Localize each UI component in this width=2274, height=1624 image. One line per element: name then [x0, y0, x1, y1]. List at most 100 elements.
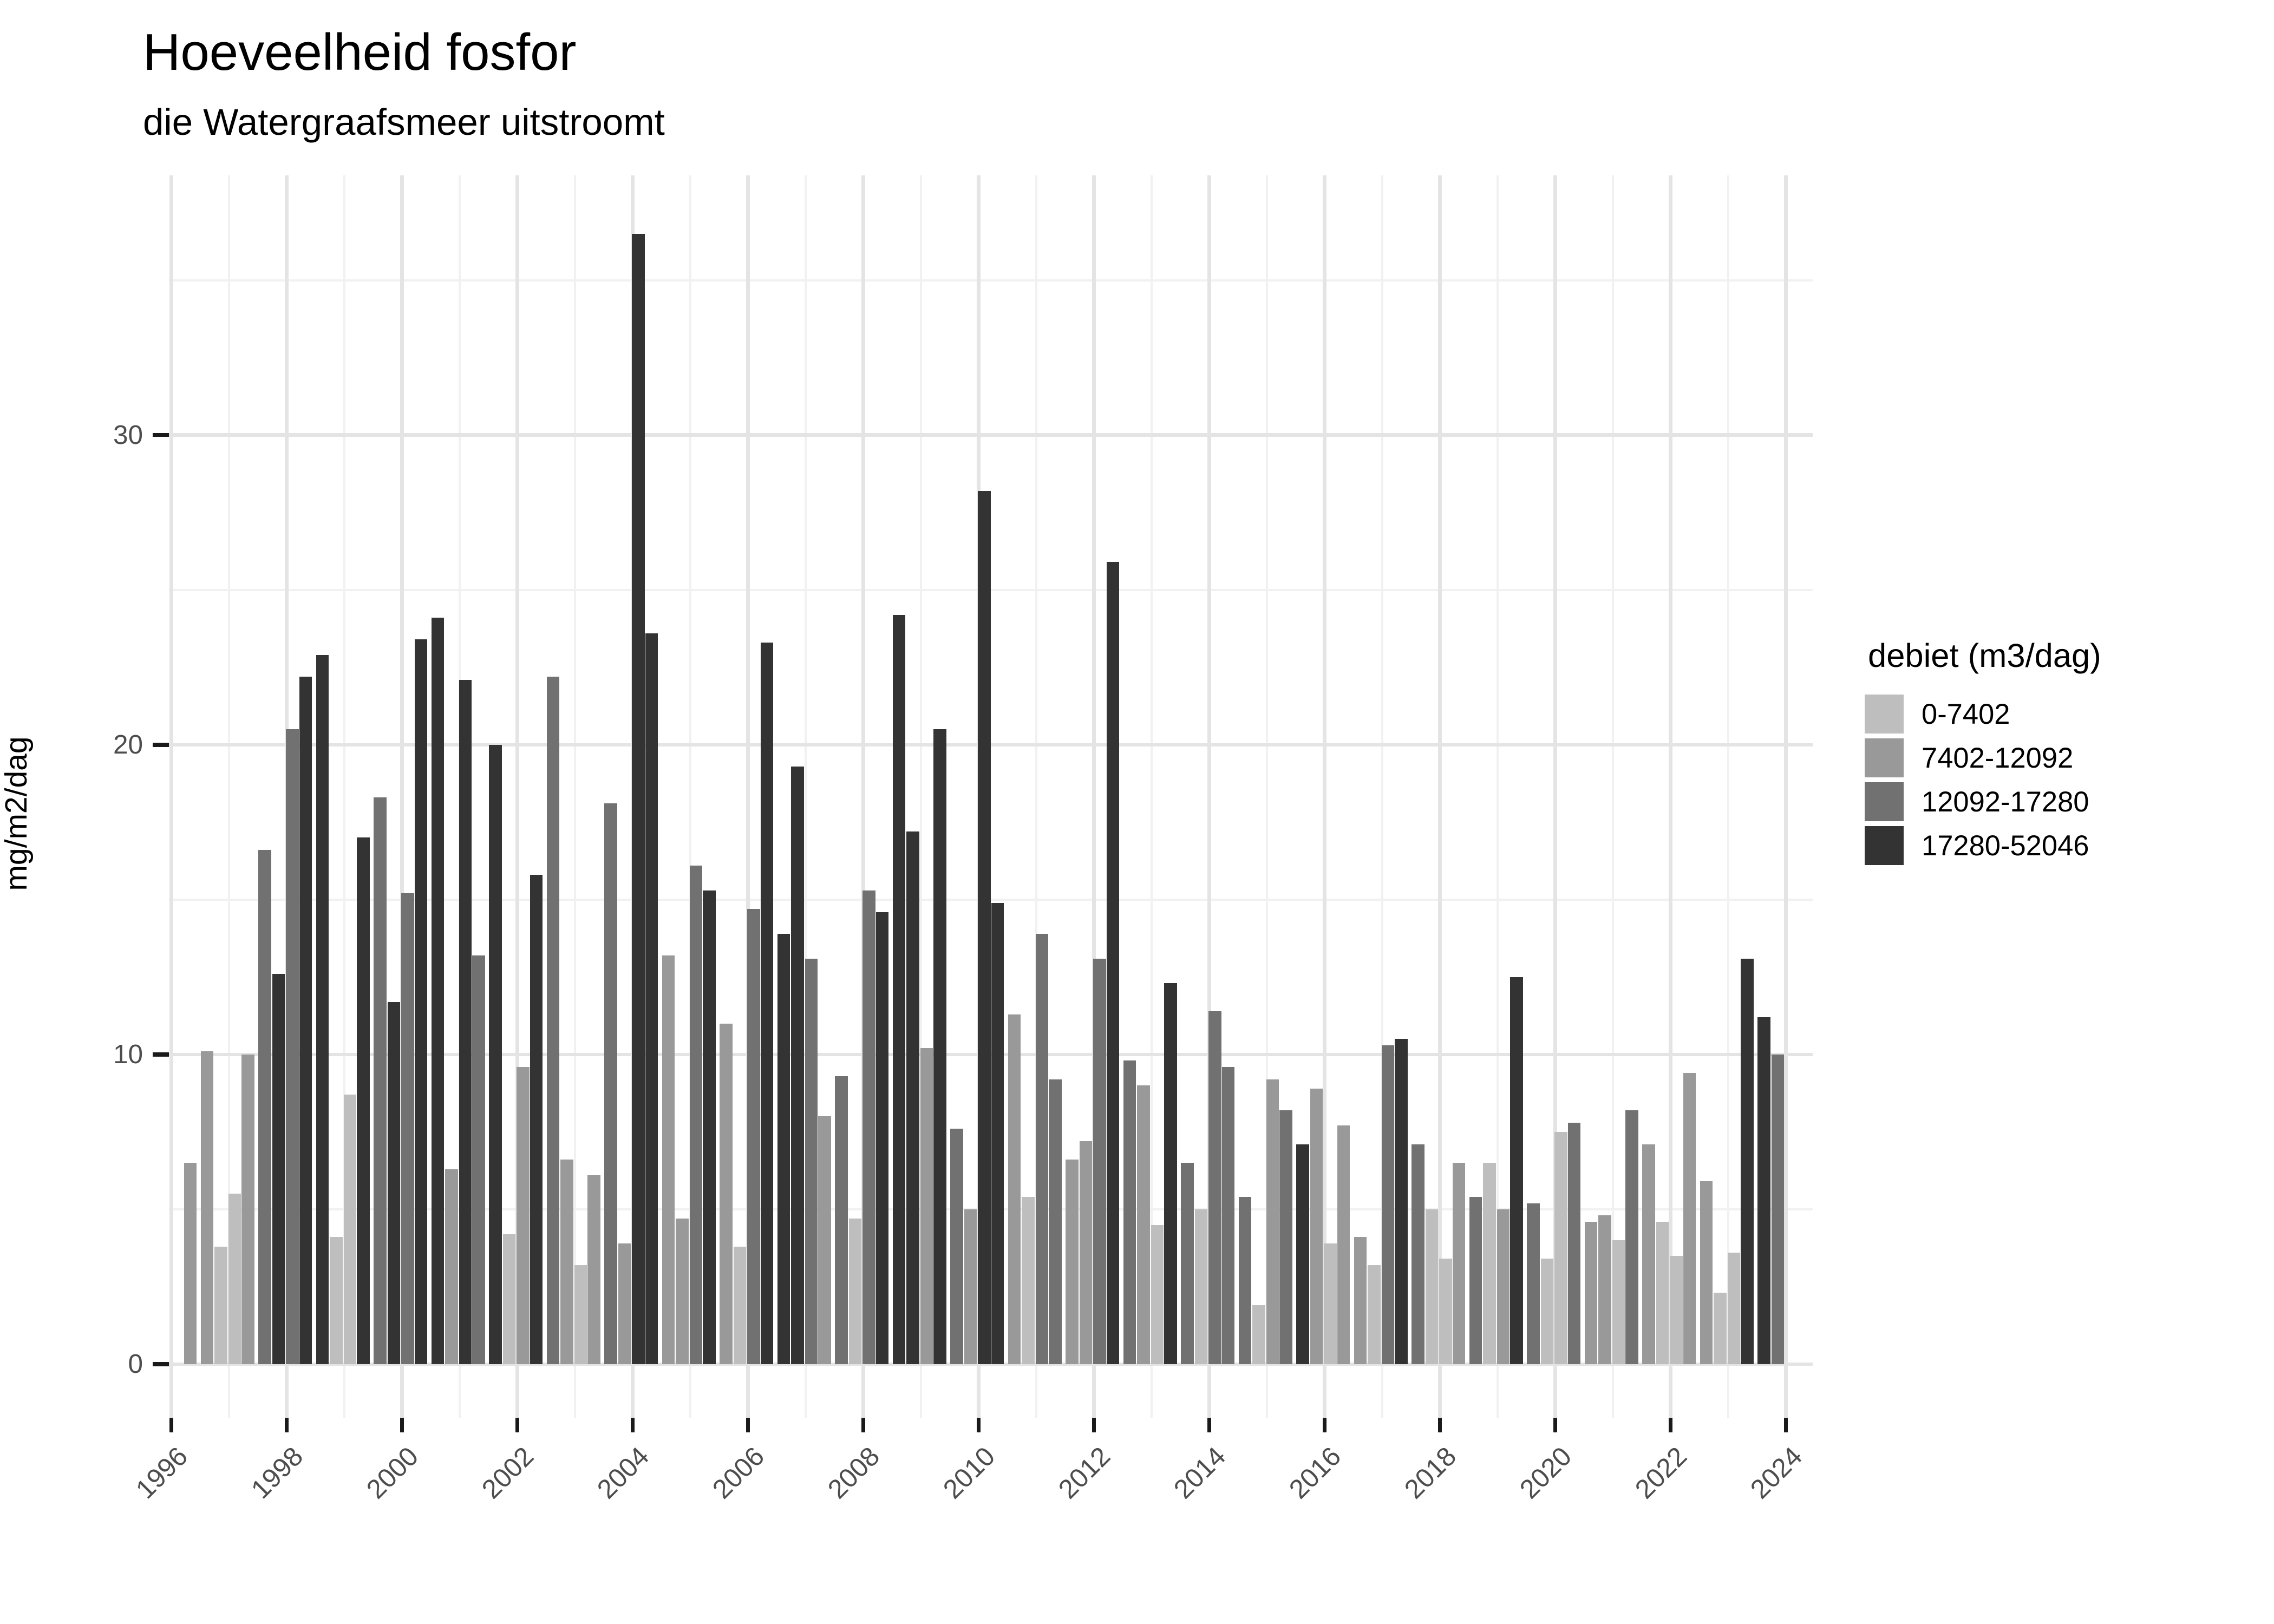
bar: [1567, 1122, 1581, 1364]
bar: [920, 1048, 933, 1364]
legend-label: 7402-12092: [1922, 742, 2074, 774]
gridline-major-v: [1323, 175, 1327, 1418]
bar: [299, 676, 312, 1364]
bar: [1584, 1221, 1598, 1364]
gridline-major-v: [1553, 175, 1557, 1418]
gridline-major-v: [400, 175, 404, 1418]
x-tick-mark: [976, 1418, 981, 1432]
bar: [720, 1023, 733, 1364]
gridline-minor-v: [1727, 175, 1730, 1418]
bar: [1337, 1125, 1350, 1364]
bar: [357, 837, 370, 1364]
x-tick-mark: [284, 1418, 289, 1432]
x-tick-mark: [861, 1418, 866, 1432]
gridline-major-h: [169, 1362, 1813, 1366]
y-tick-label: 20: [113, 729, 143, 759]
gridline-major-h: [169, 433, 1813, 437]
bar: [343, 1095, 357, 1364]
bar: [676, 1219, 689, 1364]
bar: [241, 1054, 254, 1364]
bar: [1439, 1259, 1452, 1364]
bar: [431, 618, 445, 1364]
y-axis-title: mg/m2/dag: [0, 736, 34, 891]
gridline-minor-v: [1265, 175, 1269, 1418]
bar: [1238, 1197, 1252, 1364]
gridline-major-v: [746, 175, 750, 1418]
x-tick-mark: [400, 1418, 404, 1432]
bar: [330, 1237, 343, 1364]
gridline-major-v: [1784, 175, 1788, 1418]
bar: [1066, 1160, 1079, 1364]
legend-item: 17280-52046: [1865, 826, 2101, 865]
x-tick-mark: [169, 1418, 174, 1432]
bar: [1497, 1209, 1510, 1364]
bar: [1008, 1014, 1021, 1364]
bar: [1554, 1131, 1567, 1364]
bar: [472, 955, 485, 1364]
bar: [818, 1116, 831, 1364]
y-tick-label: 10: [113, 1039, 143, 1069]
bar: [1757, 1017, 1770, 1364]
bar: [574, 1265, 587, 1364]
bar: [1510, 977, 1523, 1364]
bar: [964, 1209, 977, 1364]
bar: [618, 1243, 631, 1364]
bar: [587, 1175, 600, 1364]
bar: [1598, 1215, 1611, 1364]
gridline-minor-v: [573, 175, 577, 1418]
gridline-minor-v: [804, 175, 807, 1418]
bar: [1612, 1240, 1625, 1364]
bar: [1683, 1073, 1696, 1364]
bar: [1221, 1066, 1235, 1364]
legend-swatch: [1865, 738, 1904, 777]
gridline-minor-v: [343, 175, 346, 1418]
gridline-minor-h: [169, 588, 1813, 591]
bar: [1151, 1224, 1164, 1364]
bar: [414, 639, 428, 1364]
legend-items: 0-7402 7402-12092 12092-17280 17280-52046: [1865, 695, 2101, 865]
bar: [530, 875, 543, 1364]
legend-swatch: [1865, 782, 1904, 821]
x-tick-mark: [1092, 1418, 1096, 1432]
gridline-minor-h: [169, 279, 1813, 281]
bar: [1279, 1110, 1292, 1364]
bar: [733, 1246, 747, 1364]
bar: [1741, 958, 1754, 1364]
bar: [1381, 1045, 1395, 1364]
bar: [978, 490, 991, 1364]
bar: [1670, 1255, 1683, 1364]
bar: [272, 974, 285, 1364]
bar: [1266, 1079, 1279, 1364]
bar: [1469, 1197, 1482, 1364]
gridline-major-h: [169, 743, 1813, 747]
bar: [645, 633, 658, 1364]
bar: [604, 803, 617, 1364]
x-tick-mark: [630, 1418, 635, 1432]
bar: [1368, 1265, 1381, 1364]
bar: [1137, 1085, 1150, 1364]
bar: [1527, 1203, 1540, 1364]
gridline-minor-v: [689, 175, 692, 1418]
bar: [1727, 1253, 1741, 1364]
legend-item: 0-7402: [1865, 695, 2101, 734]
bar: [1093, 958, 1106, 1364]
bar: [1164, 983, 1177, 1364]
legend-item: 12092-17280: [1865, 782, 2101, 821]
bar: [777, 933, 790, 1364]
bar: [933, 729, 946, 1364]
bar: [835, 1076, 848, 1364]
bar: [184, 1163, 197, 1364]
bar: [703, 890, 716, 1364]
x-tick-mark: [1322, 1418, 1327, 1432]
bar: [1079, 1141, 1093, 1364]
bar: [445, 1169, 458, 1364]
bar: [1324, 1243, 1337, 1364]
bar: [1181, 1163, 1194, 1364]
gridline-minor-v: [1150, 175, 1153, 1418]
gridline-minor-v: [227, 175, 231, 1418]
x-tick-mark: [1207, 1418, 1212, 1432]
legend-title: debiet (m3/dag): [1868, 637, 2101, 675]
bar: [689, 865, 703, 1364]
bar: [848, 1219, 862, 1364]
